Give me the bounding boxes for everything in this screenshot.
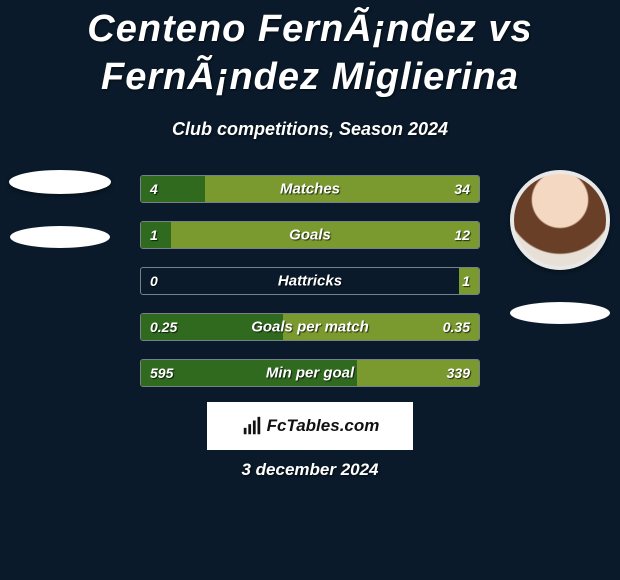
stat-row: 112Goals [140, 221, 480, 249]
chart-icon [241, 415, 263, 437]
stat-row: 01Hattricks [140, 267, 480, 295]
stat-label: Matches [140, 181, 480, 198]
player-right-name-pill [510, 302, 610, 324]
player-left-name-pill [10, 226, 110, 248]
player-right-avatar [510, 170, 610, 270]
stat-label: Goals per match [140, 319, 480, 336]
stat-label: Hattricks [140, 273, 480, 290]
stat-label: Goals [140, 227, 480, 244]
subtitle: Club competitions, Season 2024 [0, 119, 620, 140]
player-left-column [0, 170, 120, 248]
stat-row: 0.250.35Goals per match [140, 313, 480, 341]
player-left-avatar [9, 170, 111, 194]
stat-row: 595339Min per goal [140, 359, 480, 387]
footer-date: 3 december 2024 [0, 460, 620, 480]
footer-brand-text: FcTables.com [267, 416, 380, 436]
stats-container: 434Matches 112Goals 01Hattricks 0.250.35Goa… [140, 175, 480, 387]
player-right-column [500, 170, 620, 324]
footer-logo: FcTables.com [207, 402, 413, 450]
stat-label: Min per goal [140, 365, 480, 382]
page-title: Centeno FernÃ¡ndez vs FernÃ¡ndez Miglier… [0, 0, 620, 101]
stat-row: 434Matches [140, 175, 480, 203]
